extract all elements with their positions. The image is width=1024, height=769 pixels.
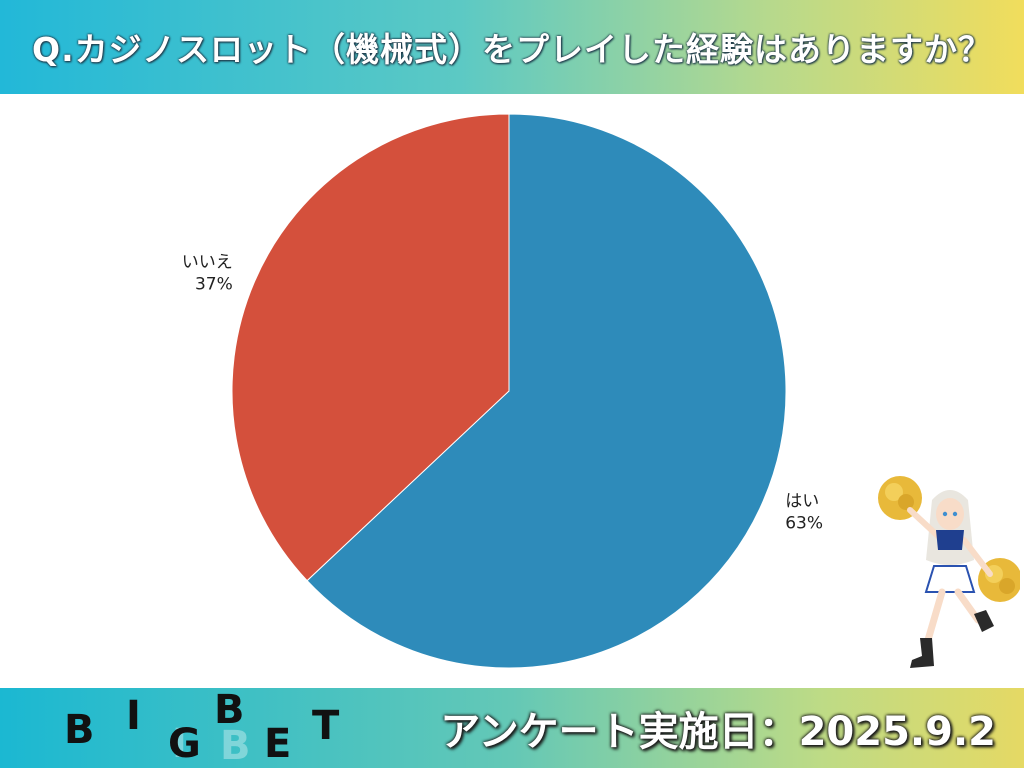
logo-letter: T	[312, 703, 340, 749]
survey-date: アンケート実施日：2025.9.2	[440, 709, 996, 755]
pie-slice-0	[306, 113, 787, 669]
pie-slice-label-0: はい 63%	[785, 492, 823, 534]
pie-slice-name: いいえ	[182, 252, 233, 272]
logo-letter: I	[126, 693, 141, 739]
pie-slice-percent: 63%	[785, 514, 823, 534]
footer-banner: I B B I G B E T アンケート実施日：2025.9.2	[0, 688, 1024, 768]
logo-letter: B	[64, 707, 95, 753]
pie-slice-1	[231, 113, 510, 582]
pie-chart: はい 63% いいえ 37%	[0, 94, 1024, 688]
cheerleader-mascot-illustration	[870, 470, 1022, 692]
pie-slice-label-1: いいえ 37%	[182, 252, 233, 294]
logo-letter: E	[264, 721, 292, 767]
logo-letter: G	[168, 721, 201, 767]
pie-chart-svg: はい 63% いいえ 37%	[182, 113, 823, 669]
pie-slice-name: はい	[785, 492, 819, 512]
logo-letter: B	[214, 687, 245, 733]
header-banner: Q.カジノスロット（機械式）をプレイした経験はありますか？	[0, 0, 1024, 94]
bigbet-logo: I B B I G B E T	[64, 687, 340, 769]
question-title: Q.カジノスロット（機械式）をプレイした経験はありますか？	[32, 30, 992, 69]
pie-slice-percent: 37%	[195, 274, 233, 294]
